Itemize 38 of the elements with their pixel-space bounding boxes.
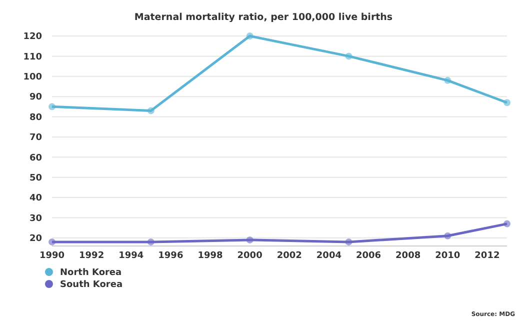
y-tick-label: 30	[29, 214, 42, 224]
point	[444, 232, 452, 240]
point	[345, 238, 352, 246]
x-tick-label: 1996	[158, 251, 184, 261]
point	[246, 236, 254, 244]
x-tick-label: 2008	[396, 251, 421, 261]
point	[345, 52, 352, 60]
point	[504, 220, 510, 228]
point	[147, 107, 154, 114]
point	[504, 99, 510, 106]
point	[147, 238, 154, 246]
x-tick-label: 1998	[198, 251, 223, 261]
legend-label: North Korea	[60, 268, 122, 278]
point	[48, 103, 56, 110]
y-tick-label: 60	[29, 153, 42, 164]
y-tick-label: 80	[29, 112, 42, 123]
chart-title: Maternal mortality ratio, per 100,000 live births	[134, 12, 393, 23]
point	[246, 32, 254, 40]
legend-label: South Korea	[60, 280, 123, 290]
x-tick-label: 1990	[39, 251, 65, 261]
x-tick-label: 2002	[276, 251, 302, 261]
x-tick-label: 2004	[316, 251, 342, 261]
x-tick-label: 2000	[237, 251, 262, 261]
x-tick-label: 2012	[474, 251, 500, 261]
x-tick-label: 2010	[435, 251, 460, 261]
y-tick-label: 110	[23, 52, 42, 62]
y-tick-label: 100	[23, 72, 42, 83]
y-tick-label: 50	[29, 173, 42, 184]
y-tick-label: 120	[23, 32, 42, 42]
y-tick-label: 90	[29, 92, 42, 103]
x-tick-label: 2006	[356, 251, 382, 261]
point	[444, 76, 452, 84]
y-tick-label: 40	[29, 194, 42, 204]
point	[48, 238, 56, 246]
y-tick-label: 20	[29, 234, 42, 244]
x-tick-label: 1992	[79, 251, 104, 261]
x-tick-label: 1994	[118, 251, 144, 261]
y-tick-label: 70	[29, 133, 42, 144]
